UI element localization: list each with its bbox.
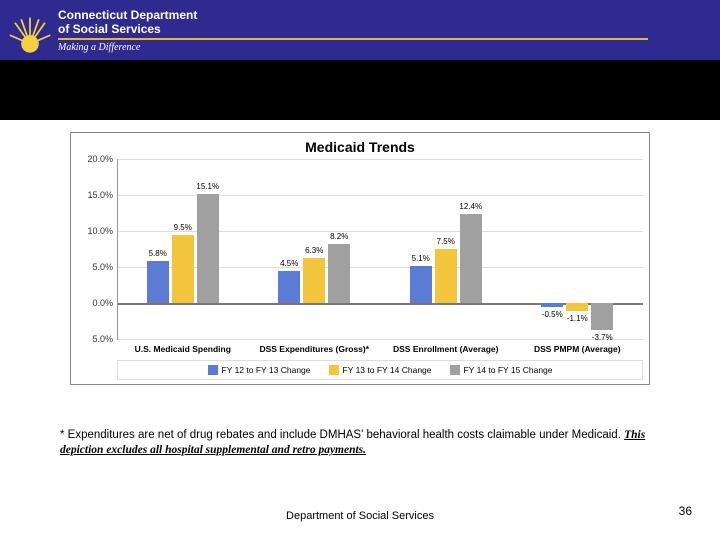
y-tick: 15.0% [87, 190, 113, 200]
bar: 8.2% [328, 244, 350, 303]
page-number: 36 [679, 504, 692, 518]
x-label: DSS Enrollment (Average) [380, 339, 512, 354]
legend-swatch [450, 365, 460, 375]
bar-label: 8.2% [319, 232, 359, 241]
bar: 15.1% [197, 194, 219, 303]
bar-groups: 5.8%9.5%15.1%4.5%6.3%8.2%5.1%7.5%12.4%-0… [117, 159, 643, 339]
legend-label: FY 14 to FY 15 Change [464, 365, 553, 375]
footer-dept: Department of Social Services [0, 510, 720, 522]
legend-label: FY 13 to FY 14 Change [343, 365, 432, 375]
y-tick: 0.0% [92, 298, 113, 308]
chart: Medicaid Trends 20.0% 15.0% 10.0% 5.0% 0.0% 5… [70, 132, 650, 385]
footnote: * Expenditures are net of drug rebates a… [60, 428, 660, 458]
y-tick: 10.0% [87, 226, 113, 236]
bar-group: 5.8%9.5%15.1% [117, 159, 249, 339]
sun-icon [8, 14, 52, 58]
x-label: U.S. Medicaid Spending [117, 339, 249, 354]
gridline [118, 339, 643, 340]
bar: 4.5% [278, 271, 300, 303]
bar: 12.4% [460, 214, 482, 303]
legend-label: FY 12 to FY 13 Change [222, 365, 311, 375]
bar-label: 15.1% [188, 182, 228, 191]
y-tick: 20.0% [87, 154, 113, 164]
chart-title: Medicaid Trends [77, 139, 643, 155]
bar-group: -0.5%-1.1%-3.7% [512, 159, 644, 339]
y-axis: 20.0%15.0%10.0%5.0%0.0%5.0% [77, 159, 117, 339]
bar: 9.5% [172, 235, 194, 303]
bar-label: -3.7% [582, 333, 622, 342]
header-separator [58, 38, 648, 40]
bar: 7.5% [435, 249, 457, 303]
plot-area: 20.0%15.0%10.0%5.0%0.0%5.0% 5.8%9.5%15.1… [77, 159, 643, 339]
bar: 5.8% [147, 261, 169, 303]
legend-item: FY 13 to FY 14 Change [329, 365, 432, 375]
legend-swatch [329, 365, 339, 375]
x-axis: U.S. Medicaid SpendingDSS Expenditures (… [117, 339, 643, 354]
bar: 5.1% [410, 266, 432, 303]
x-label: DSS Expenditures (Gross)* [249, 339, 381, 354]
y-tick: 5.0% [92, 334, 113, 344]
x-label: DSS PMPM (Average) [512, 339, 644, 354]
bar-group: 4.5%6.3%8.2% [249, 159, 381, 339]
legend-item: FY 14 to FY 15 Change [450, 365, 553, 375]
bar-label: 12.4% [451, 202, 491, 211]
tagline: Making a Difference [58, 42, 140, 53]
bar-group: 5.1%7.5%12.4% [380, 159, 512, 339]
dept-name: Connecticut Department of Social Service… [58, 8, 197, 37]
y-tick: 5.0% [92, 262, 113, 272]
header: Connecticut Department of Social Service… [0, 0, 720, 60]
bar: 6.3% [303, 258, 325, 303]
dept-line2: of Social Services [58, 22, 197, 36]
bar: -1.1% [566, 303, 588, 311]
bar: -3.7% [591, 303, 613, 330]
black-band [0, 60, 720, 120]
legend-item: FY 12 to FY 13 Change [208, 365, 311, 375]
bar: -0.5% [541, 303, 563, 307]
legend: FY 12 to FY 13 Change FY 13 to FY 14 Chan… [117, 360, 643, 380]
footnote-text: * Expenditures are net of drug rebates a… [60, 429, 624, 441]
dept-line1: Connecticut Department [58, 8, 197, 22]
legend-swatch [208, 365, 218, 375]
